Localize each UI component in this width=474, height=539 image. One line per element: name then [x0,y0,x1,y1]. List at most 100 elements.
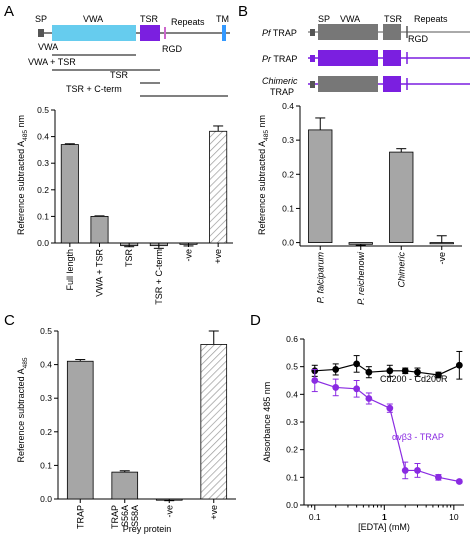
data-point [332,384,340,391]
y-tick-label: 0.1 [286,472,298,482]
chart-b: 0.0 0.1 0.2 0.3 0.4 P. falciparum P. reichenow… [257,101,462,305]
construct-vwa-tsr-label: VWA + TSR [28,57,76,67]
schematic-b: SP VWA TSR Repeats RGD Pf TRAP Pr TRAP C… [262,14,470,97]
y-axis-label-sub: 485 [22,130,29,141]
x-category-label: TSR [124,248,134,267]
x-tick-label: 1 [382,512,387,522]
x-category-label: TSR + C-term [154,249,164,305]
tsr-label: TSR [140,14,159,24]
x-category-label: -ve [184,249,194,262]
x-category-label: Chimeric [396,252,406,288]
x-category-label: +ve [213,249,223,264]
b-tsr-label: TSR [384,14,403,24]
data-point [401,467,409,474]
b-sp-label: SP [318,14,330,24]
b-row1-suffix: TRAP [271,28,297,38]
y-tick-label: 0.0 [40,494,52,504]
data-point [455,478,463,485]
y-axis-label: Reference subtracted A485 nm [16,115,29,235]
data-point [401,367,409,375]
series-label-cd200: Cd200 - Cd200R [380,374,448,384]
b-row1-label: Pf TRAP [262,28,297,38]
b-row2-sp [310,55,315,62]
panel-label-a: A [4,3,14,20]
y-tick-label: 0.1 [40,460,52,470]
y-axis-label-main: Reference subtracted A [16,141,26,235]
y-axis-label-unit: nm [16,115,26,130]
x-tick-label: 0.1 [309,512,321,522]
schematic-a: SP VWA TSR Repeats TM RGD VWA VWA + TSR … [28,14,230,97]
y-axis-label-sub: 485 [22,357,29,368]
tsr-domain [140,25,160,41]
vwa-domain [52,25,136,41]
y-tick-label: 0.3 [37,158,49,168]
y-axis-label: Reference subtracted A485 [16,357,29,462]
repeats-label: Repeats [171,17,205,27]
y-tick-label: 0.3 [282,135,294,145]
construct-vwa-label: VWA [38,42,58,52]
y-axis-label-unit: nm [257,115,267,130]
b-row3-label: Chimeric [262,76,298,86]
b-row1-species: Pf [262,28,272,38]
y-tick-label: 0.6 [286,334,298,344]
y-tick-label: 0.4 [37,132,49,142]
y-tick-label: 0.2 [282,169,294,179]
data-point [353,385,361,393]
b-row3-vwa [318,76,378,92]
series-label-avb3-trap: αvβ3 - TRAP [392,432,444,442]
bar [60,144,79,244]
b-row2-suffix: TRAP [271,54,297,64]
b-row1-vwa [318,24,378,40]
x-axis-label: Prey protein [123,524,172,534]
bar [66,360,94,500]
x-axis-label: [EDTA] (mM) [358,522,410,532]
bar [90,215,109,244]
construct-tsr-label: TSR [110,70,129,80]
data-point [332,366,340,373]
b-row1-tsr [383,24,401,40]
panel-label-d: D [250,312,261,329]
y-axis-label: Reference subtracted A485 nm [257,115,270,235]
b-repeats-label: Repeats [414,14,448,24]
y-tick-label: 0.4 [40,360,52,370]
bar [429,242,454,245]
b-vwa-label: VWA [340,14,360,24]
panel-label-b: B [238,3,248,20]
y-axis-label-main: Reference subtracted A [16,368,26,462]
y-tick-label: 0.3 [286,417,298,427]
b-row2-vwa [318,50,378,66]
tm-label: TM [216,14,229,24]
b-row3-tsr [383,76,401,92]
x-category-label: TRAP [75,505,85,529]
b-row3-species: Chimeric [262,76,298,86]
panel-label-c: C [4,312,15,329]
x-category-label: -ve [437,252,447,265]
x-category-label: +ve [209,505,219,520]
x-category-label: S56A [120,505,130,527]
b-row2-label: Pr TRAP [262,54,297,64]
x-category-label: P. falciparum [315,251,325,303]
rgd-label: RGD [162,44,183,54]
chart-d: 0.0 0.1 0.2 0.3 0.4 0.5 0.6 0.1 1 10 Absorbance 48… [262,334,464,532]
y-tick-label: 0.5 [286,362,298,372]
x-category-label: -ve [164,505,174,518]
sp-domain [38,29,44,37]
data-point [414,368,421,376]
b-row3-label-line2: TRAP [270,87,294,97]
data-point [386,367,394,375]
data-point [455,361,463,369]
y-tick-label: 0.1 [282,203,294,213]
x-category-label: Full length [65,249,75,291]
y-tick-label: 0.3 [40,393,52,403]
data-point [365,395,373,402]
bar [348,242,373,245]
x-tick-label: 10 [449,512,459,522]
y-tick-label: 0.5 [40,326,52,336]
x-category-label: VWA + TSR [95,249,105,297]
data-point [386,404,394,412]
y-tick-label: 0.2 [37,185,49,195]
y-tick-label: 0.0 [37,238,49,248]
data-point [414,467,421,474]
